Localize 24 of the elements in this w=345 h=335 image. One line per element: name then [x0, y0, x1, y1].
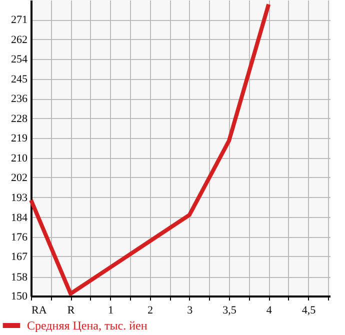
x-tick-label: 4 [266, 304, 272, 316]
y-tick-label: 210 [11, 152, 28, 165]
y-tick-label: 202 [11, 172, 28, 184]
y-tick-label: 176 [11, 231, 28, 244]
y-tick-label: 271 [11, 14, 28, 26]
y-tick-label: 150 [11, 290, 28, 302]
y-tick-label: 262 [11, 34, 28, 46]
y-tick-label: 184 [11, 212, 28, 224]
y-tick-label: 167 [11, 250, 28, 263]
y-tick-label: 245 [11, 73, 28, 86]
x-tick-label: 1 [108, 304, 114, 316]
y-tick-label: 254 [11, 54, 28, 66]
x-tick-label: 3,5 [222, 304, 237, 316]
y-tick-label: 236 [11, 93, 28, 106]
x-tick-label: RA [32, 304, 47, 316]
x-tick-label: 3 [187, 304, 194, 316]
x-tick-label: 2 [148, 304, 154, 316]
legend-label: Средняя Цена, тыс. йен [27, 318, 148, 332]
y-tick-label: 193 [11, 192, 28, 204]
y-tick-label: 158 [11, 271, 28, 284]
x-tick-label: R [67, 304, 76, 316]
y-tick-label: 219 [11, 132, 28, 145]
x-tick-label: 4,5 [302, 304, 316, 316]
y-tick-label: 228 [11, 112, 28, 125]
